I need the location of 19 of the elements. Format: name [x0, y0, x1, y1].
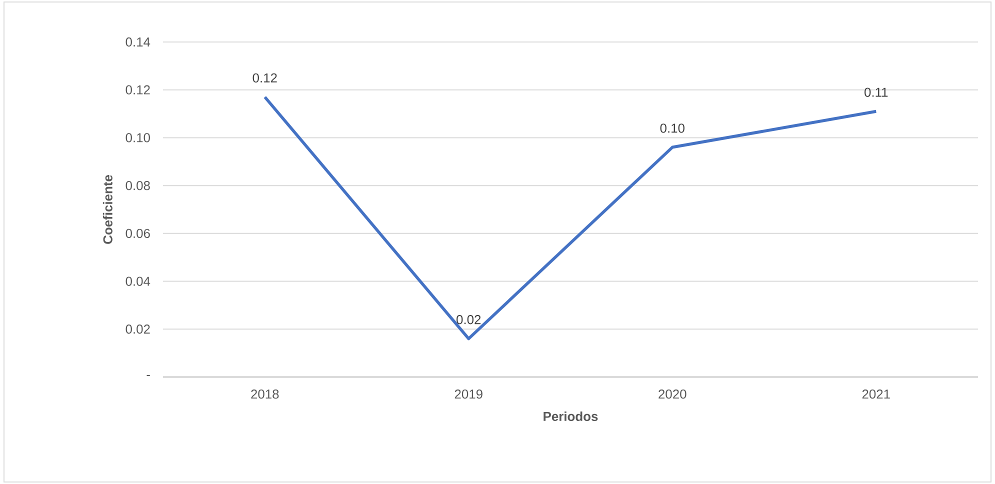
data-label: 0.12: [252, 73, 277, 83]
y-tick-label: 0.10: [126, 133, 150, 142]
x-tick-label: 2018: [251, 390, 279, 399]
y-tick-label: 0.06: [126, 228, 150, 238]
y-tick-label: 0.14: [126, 37, 150, 47]
y-tick-label: -: [146, 375, 150, 376]
y-tick-label: 0.04: [126, 276, 150, 286]
x-axis-title: Periodos: [544, 412, 598, 422]
y-axis-title: Coeficiente: [102, 175, 112, 244]
x-tick-label: 2021: [862, 390, 890, 399]
data-label: 0.10: [660, 124, 684, 133]
x-tick-label: 2020: [658, 390, 686, 399]
data-label: 0.11: [864, 88, 888, 97]
y-tick-label: 0.02: [126, 324, 150, 334]
line-series: [263, 96, 878, 340]
x-tick-label: 2019: [454, 390, 482, 399]
y-tick-label: 0.08: [126, 180, 150, 190]
data-label: 0.02: [456, 315, 481, 324]
y-tick-label: 0.12: [126, 85, 150, 94]
